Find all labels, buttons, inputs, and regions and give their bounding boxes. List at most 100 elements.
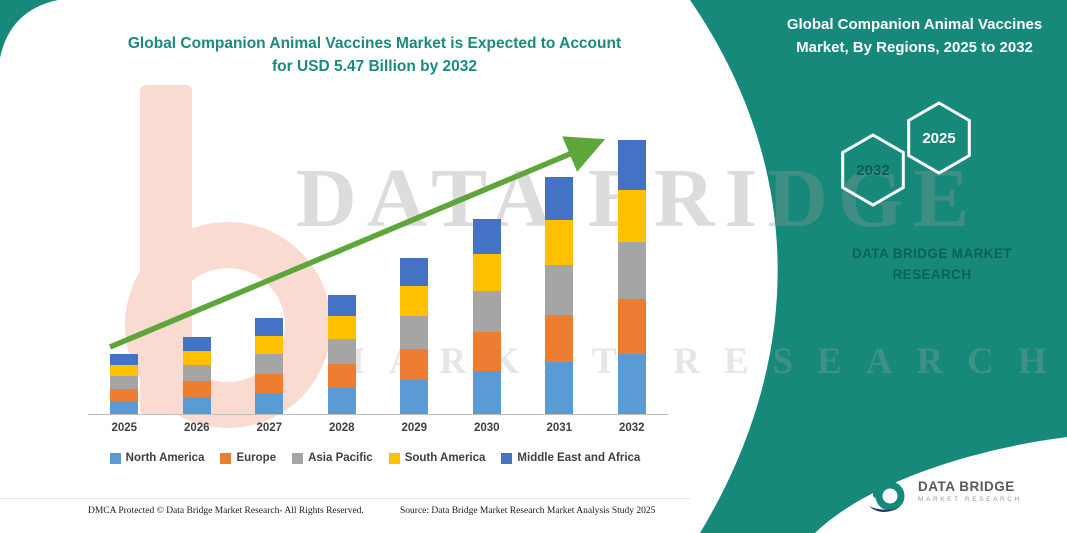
logo-subtitle: MARKET RESEARCH xyxy=(918,496,1022,503)
bar-group-2025: 2025 xyxy=(110,354,139,434)
x-axis-label: 2025 xyxy=(111,422,138,434)
panel-brand-line1: DATA BRIDGE MARKET xyxy=(852,246,1012,261)
data-bridge-logo-icon xyxy=(869,469,905,512)
legend-swatch xyxy=(292,452,304,464)
stacked-bar xyxy=(327,295,356,414)
bar-segment-europe xyxy=(182,381,211,397)
year-hexagons: 2032 2025 xyxy=(841,101,971,207)
legend-label: North America xyxy=(125,452,205,464)
legend-swatch xyxy=(109,452,121,464)
bar-segment-south-america xyxy=(110,365,139,376)
x-axis-label: 2032 xyxy=(618,422,645,434)
bar-segment-middle-east-and-africa xyxy=(545,177,574,220)
bar-segment-middle-east-and-africa xyxy=(617,140,646,190)
chart-title: Global Companion Animal Vaccines Market … xyxy=(127,35,622,76)
footer-divider xyxy=(0,498,690,499)
hexagon-2025 xyxy=(907,101,971,175)
bar-segment-south-america xyxy=(255,336,284,354)
bar-segment-south-america xyxy=(182,351,211,365)
bar-segment-middle-east-and-africa xyxy=(327,295,356,316)
x-axis-label: 2028 xyxy=(328,422,355,434)
bar-segment-asia-pacific xyxy=(255,354,284,374)
bar-group-2032: 2032 xyxy=(617,140,646,434)
legend-item: North America xyxy=(109,452,205,464)
bar-segment-south-america xyxy=(472,254,501,291)
bar-group-2028: 2028 xyxy=(327,295,356,434)
x-axis-label: 2030 xyxy=(473,422,500,434)
bar-group-2030: 2030 xyxy=(472,219,501,434)
stacked-bar xyxy=(182,337,211,414)
bar-segment-middle-east-and-africa xyxy=(110,354,139,365)
bar-segment-europe xyxy=(617,299,646,354)
bar-segment-south-america xyxy=(400,286,429,316)
bar-groups: 2025 2026 2027 2028 2029 2030 2031 2032 xyxy=(88,95,668,434)
bar-segment-asia-pacific xyxy=(327,339,356,364)
bar-segment-asia-pacific xyxy=(182,365,211,381)
bar-segment-europe xyxy=(472,332,501,371)
x-axis-label: 2027 xyxy=(256,422,283,434)
panel-brand-text: DATA BRIDGE MARKET RESEARCH xyxy=(817,244,1047,286)
bar-segment-europe xyxy=(400,349,429,380)
bar-group-2031: 2031 xyxy=(545,177,574,434)
corner-accent-shape xyxy=(0,0,58,58)
bar-segment-north-america xyxy=(400,380,429,414)
bar-segment-europe xyxy=(255,374,284,393)
hexagon-2025-label: 2025 xyxy=(922,130,955,147)
panel-brand-line2: RESEARCH xyxy=(892,266,972,282)
stacked-bar xyxy=(545,177,574,414)
bar-group-2029: 2029 xyxy=(400,258,429,434)
bar-segment-north-america xyxy=(545,362,574,414)
x-axis-label: 2026 xyxy=(183,422,210,434)
legend-label: Europe xyxy=(236,452,277,464)
x-axis-label: 2031 xyxy=(546,422,573,434)
bar-segment-north-america xyxy=(182,397,211,414)
bar-segment-europe xyxy=(545,315,574,362)
legend-swatch xyxy=(501,452,513,464)
legend-item: Europe xyxy=(220,452,276,464)
bar-segment-middle-east-and-africa xyxy=(400,258,429,286)
stacked-bar xyxy=(255,318,284,414)
legend-item: Asia Pacific xyxy=(292,452,373,464)
bar-segment-europe xyxy=(327,364,356,388)
bar-segment-middle-east-and-africa xyxy=(182,337,211,351)
legend-item: South America xyxy=(388,452,486,464)
bar-segment-north-america xyxy=(110,401,139,414)
stacked-bar-chart: 2025 2026 2027 2028 2029 2030 2031 2032 xyxy=(88,95,668,434)
dmca-notice: DMCA Protected © Data Bridge Market Rese… xyxy=(88,506,364,516)
stacked-bar xyxy=(617,140,646,414)
stacked-bar xyxy=(400,258,429,414)
bar-segment-south-america xyxy=(545,220,574,265)
chart-legend: North America Europe Asia Pacific South Ame… xyxy=(60,452,690,464)
bar-segment-middle-east-and-africa xyxy=(255,318,284,336)
x-axis-label: 2029 xyxy=(401,422,428,434)
panel-title: Global Companion Animal Vaccines Market,… xyxy=(786,16,1043,56)
legend-label: Middle East and Africa xyxy=(517,452,641,464)
bar-segment-asia-pacific xyxy=(617,242,646,299)
hexagon-2032-label: 2032 xyxy=(856,162,889,179)
legend-swatch xyxy=(220,452,232,464)
legend-label: South America xyxy=(404,452,486,464)
logo-title: DATA BRIDGE xyxy=(918,479,1015,494)
bar-segment-north-america xyxy=(327,388,356,414)
bar-segment-south-america xyxy=(617,190,646,242)
stacked-bar xyxy=(472,219,501,414)
company-logo: DATA BRIDGE MARKET RESEARCH xyxy=(868,468,1022,514)
bar-group-2026: 2026 xyxy=(182,337,211,434)
legend-label: Asia Pacific xyxy=(308,452,373,464)
legend-swatch xyxy=(388,452,400,464)
bar-segment-asia-pacific xyxy=(545,265,574,315)
bar-segment-asia-pacific xyxy=(110,376,139,389)
hexagon-2032 xyxy=(841,133,905,207)
bar-group-2027: 2027 xyxy=(255,318,284,434)
bar-segment-north-america xyxy=(255,393,284,414)
logo-text: DATA BRIDGE MARKET RESEARCH xyxy=(918,479,1022,503)
source-note: Source: Data Bridge Market Research Mark… xyxy=(400,506,656,516)
bar-segment-middle-east-and-africa xyxy=(472,219,501,254)
bar-segment-north-america xyxy=(617,354,646,414)
legend-item: Middle East and Africa xyxy=(501,452,640,464)
bar-segment-asia-pacific xyxy=(472,291,501,332)
bar-segment-europe xyxy=(110,389,139,401)
stacked-bar xyxy=(110,354,139,414)
